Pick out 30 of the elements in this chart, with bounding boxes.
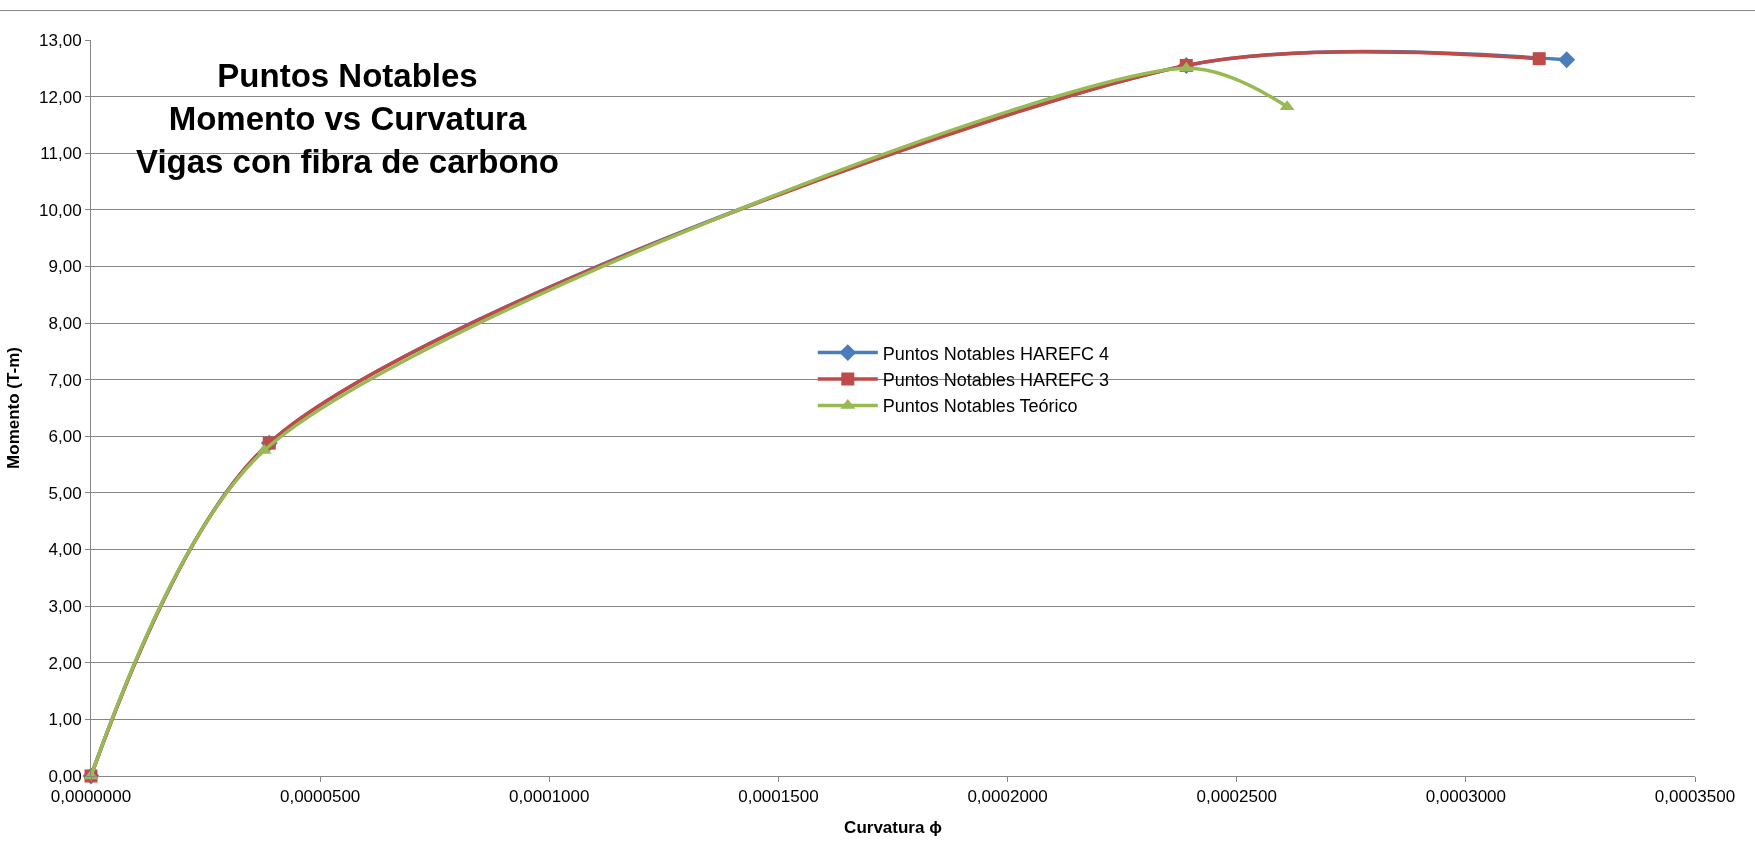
- x-tick-label: 0,0003500: [1654, 787, 1736, 807]
- y-tick-label: 1,00: [48, 710, 82, 730]
- x-tick-label: 0,0003000: [1425, 787, 1507, 807]
- point: [1558, 51, 1576, 69]
- y-tick-label: 4,00: [48, 540, 82, 560]
- x-tick-label: 0,0002500: [1196, 787, 1277, 807]
- y-tick-label: 12,00: [39, 87, 82, 107]
- point: [1532, 52, 1546, 66]
- x-tick-label: 0,0001000: [509, 787, 590, 807]
- y-tick-label: 5,00: [48, 483, 82, 503]
- x-tick-label: 0,0000000: [50, 787, 132, 807]
- text: Puntos Notables Momento vs Curvatura Vigas con fibra de carbono: [136, 57, 559, 180]
- legend-label: Puntos Notables HAREFC 3: [882, 370, 1109, 391]
- y-tick-label: 11,00: [40, 144, 82, 164]
- y-axis-title: Momento (T-m): [3, 347, 23, 469]
- legend-label: Puntos Notables Teórico: [882, 396, 1078, 417]
- x-tick-label: 0,0000500: [279, 787, 361, 807]
- y-tick-label: 2,00: [48, 653, 82, 673]
- y-tick-label: 0,00: [48, 766, 82, 786]
- y-tick-label: 6,00: [48, 427, 82, 447]
- y-tick-label: 8,00: [48, 314, 82, 334]
- y-tick-label: 7,00: [48, 370, 82, 390]
- x-axis-title: Curvatura ϕ: [844, 817, 943, 837]
- y-tick-label: 3,00: [48, 597, 82, 617]
- x-tick-label: 0,0001500: [738, 787, 819, 807]
- y-tick-label: 13,00: [39, 30, 82, 50]
- y-tick-label: 10,00: [39, 200, 82, 220]
- legend-label: Puntos Notables HAREFC 4: [882, 343, 1109, 364]
- y-tick-label: 9,00: [48, 257, 82, 277]
- x-tick-label: 0,0002000: [967, 787, 1048, 807]
